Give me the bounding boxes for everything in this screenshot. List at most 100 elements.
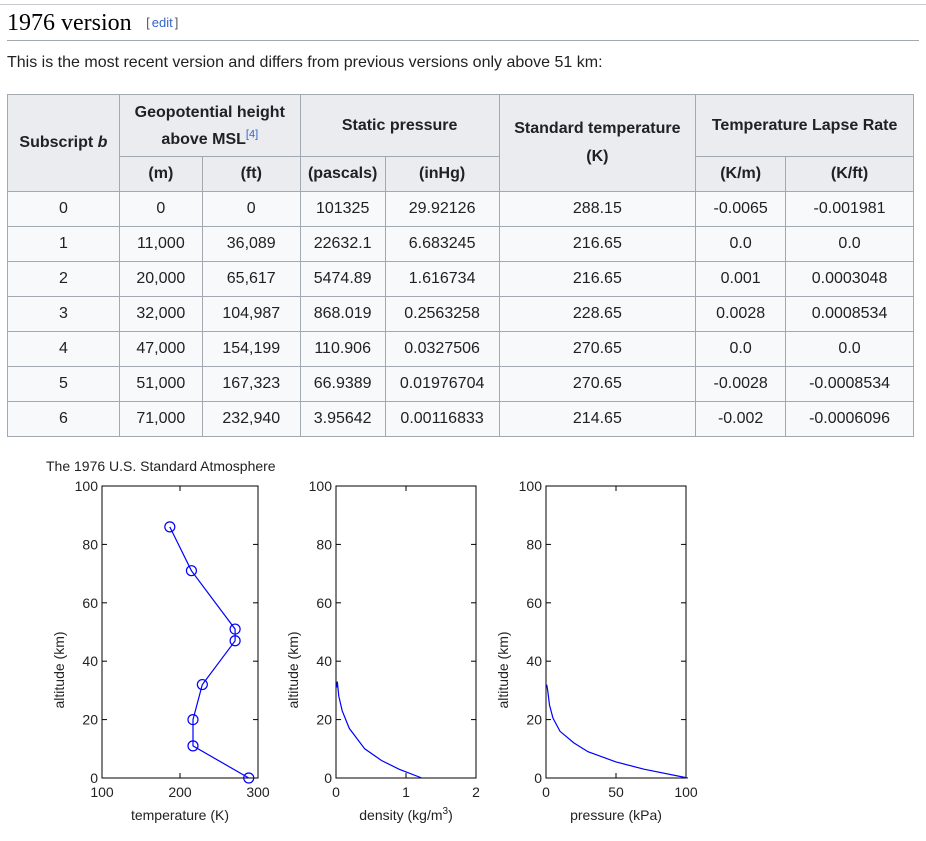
cell-pressure-inhg: 6.683245	[384, 226, 500, 262]
unit-inhg: (inHg)	[384, 156, 500, 192]
plot-frame-3	[545, 485, 687, 779]
cell-height-m: 11,000	[118, 226, 203, 262]
cell-height-ft: 36,089	[201, 226, 301, 262]
header-height: Geopotential height above MSL[4]	[118, 94, 301, 157]
y-tick-label: 80	[316, 536, 332, 552]
data-point	[229, 623, 241, 635]
y-tick-label: 0	[324, 770, 332, 786]
unit-k-per-ft: (K/ft)	[785, 156, 914, 192]
y-axis-label: altitude (km)	[285, 631, 301, 708]
x-tick-label: 2	[472, 784, 480, 800]
cell-lapse-k-m: 0.0	[695, 331, 787, 367]
series-line-3	[546, 684, 688, 779]
y-axis-label: altitude (km)	[495, 631, 511, 708]
cell-pressure-inhg: 0.0327506	[384, 331, 500, 367]
cell-subscript: 1	[7, 226, 120, 262]
x-axis-label: pressure (kPa)	[570, 807, 662, 823]
data-point	[196, 678, 208, 691]
x-axis-label-end: )	[448, 807, 453, 823]
y-tick-label: 60	[526, 595, 542, 611]
intro-text: This is the most recent version and diff…	[7, 54, 603, 71]
section-title: 1976 version	[7, 10, 132, 36]
cell-height-m: 32,000	[118, 296, 203, 332]
cell-height-m: 0	[118, 191, 203, 227]
cell-lapse-k-m: 0.001	[695, 261, 787, 297]
y-tick-label: 0	[534, 770, 542, 786]
x-tick-label: 300	[246, 784, 270, 800]
y-tick-label: 40	[316, 653, 332, 669]
cell-temperature: 214.65	[498, 401, 697, 437]
atmosphere-chart: 100 200 300 0 20 40 60 80 100 temperature (K) alti…	[0, 448, 926, 836]
cell-pressure-inhg: 0.00116833	[384, 401, 500, 437]
cell-height-m: 51,000	[118, 366, 203, 402]
cell-pressure-inhg: 0.2563258	[384, 296, 500, 332]
cell-pressure-pa: 5474.89	[299, 261, 386, 297]
ref-link[interactable]: [4]	[245, 128, 259, 141]
atmosphere-table: Subscript b Geopotential height above MS…	[7, 94, 914, 437]
cell-pressure-inhg: 1.616734	[384, 261, 500, 297]
cell-pressure-pa: 22632.1	[299, 226, 386, 262]
y-tick-label: 60	[82, 595, 98, 611]
data-point	[164, 521, 176, 533]
x-axis-label: density (kg/m3)	[359, 806, 452, 823]
cell-pressure-inhg: 0.01976704	[384, 366, 500, 402]
cell-subscript: 6	[7, 401, 120, 437]
header-lapse-rate: Temperature Lapse Rate	[695, 94, 914, 157]
cell-height-ft: 167,323	[201, 366, 301, 402]
x-tick-label: 1	[402, 784, 410, 800]
data-point	[229, 635, 241, 647]
y-tick-label: 0	[90, 770, 98, 786]
unit-ft: (ft)	[201, 156, 301, 192]
cell-height-ft: 104,987	[201, 296, 301, 332]
unit-m: (m)	[118, 156, 203, 192]
x-tick-label: 100	[674, 784, 698, 800]
header-subscript: Subscript b	[7, 94, 120, 192]
unit-k-per-m: (K/m)	[695, 156, 787, 192]
top-rule	[0, 4, 926, 5]
y-tick-label: 40	[526, 653, 542, 669]
cell-lapse-k-ft: -0.0008534	[785, 366, 914, 402]
cell-temperature: 216.65	[498, 261, 697, 297]
series-line-2	[336, 681, 423, 779]
cell-pressure-inhg: 29.92126	[384, 191, 500, 227]
section-heading: 1976 version [edit]	[7, 10, 919, 41]
y-tick-label: 20	[82, 712, 98, 728]
cell-pressure-pa: 101325	[299, 191, 386, 227]
x-axis-label-sup: 3	[443, 806, 449, 817]
edit-section: [edit]	[146, 15, 179, 30]
cell-temperature: 270.65	[498, 366, 697, 402]
cell-lapse-k-m: -0.002	[695, 401, 787, 437]
y-tick-label: 100	[309, 478, 333, 494]
x-tick-label: 100	[90, 784, 114, 800]
x-axis-label-text: pressure (kPa)	[570, 807, 662, 823]
table-row: 4 47,000 154,199 110.906 0.0327506 270.65 0.0 0…	[7, 331, 914, 367]
table-row: 0 0 0 101325 29.92126 288.15 -0.0065 -0.001981	[7, 191, 914, 227]
chart-title: The 1976 U.S. Standard Atmosphere	[46, 458, 276, 474]
table-row: 6 71,000 232,940 3.95642 0.00116833 214.65 -0.…	[7, 401, 914, 437]
x-tick-label: 0	[542, 784, 550, 800]
y-tick-label: 100	[519, 478, 543, 494]
cell-lapse-k-m: 0.0	[695, 226, 787, 262]
cell-temperature: 288.15	[498, 191, 697, 227]
cell-height-ft: 232,940	[201, 401, 301, 437]
cell-pressure-pa: 66.9389	[299, 366, 386, 402]
cell-subscript: 4	[7, 331, 120, 367]
y-tick-label: 40	[82, 653, 98, 669]
cell-subscript: 2	[7, 261, 120, 297]
cell-height-ft: 0	[201, 191, 301, 227]
x-tick-label: 200	[168, 784, 192, 800]
x-tick-label: 0	[332, 784, 340, 800]
y-tick-label: 100	[75, 478, 99, 494]
x-tick-label: 50	[608, 784, 624, 800]
cell-lapse-k-m: -0.0028	[695, 366, 787, 402]
cell-lapse-k-ft: -0.001981	[785, 191, 914, 227]
cell-temperature: 228.65	[498, 296, 697, 332]
x-axis-label-text: density (kg/m	[359, 807, 442, 823]
cell-lapse-k-ft: -0.0006096	[785, 401, 914, 437]
x-axis-label: temperature (K)	[131, 807, 229, 823]
data-point	[187, 714, 199, 726]
edit-link[interactable]: edit	[151, 15, 173, 30]
cell-height-m: 47,000	[118, 331, 203, 367]
y-tick-label: 80	[526, 536, 542, 552]
